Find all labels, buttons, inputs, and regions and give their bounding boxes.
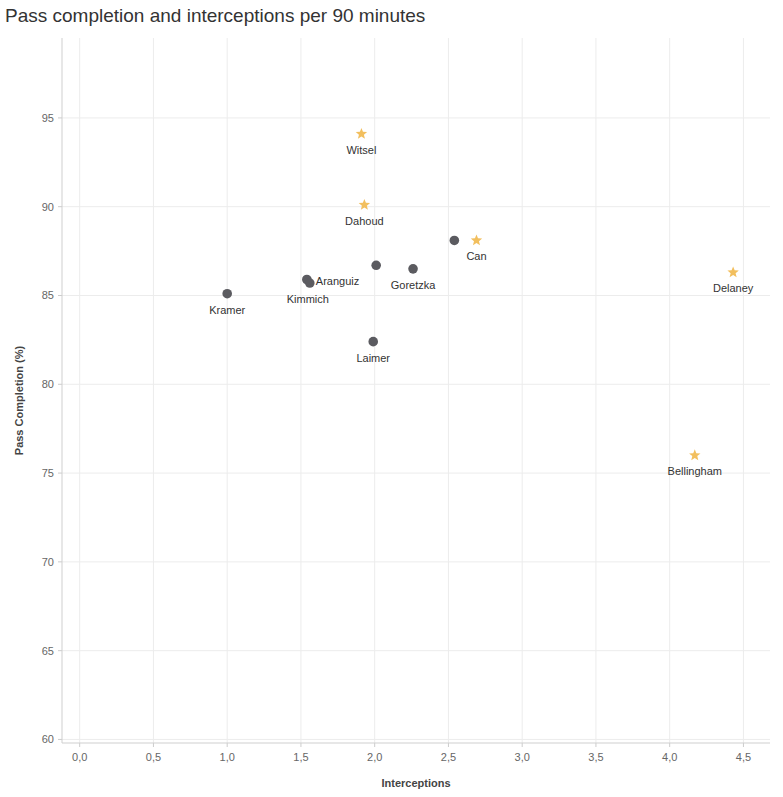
y-tick — [58, 384, 62, 385]
y-tick-label: 60 — [42, 733, 54, 745]
y-tick-label: 85 — [42, 289, 54, 301]
y-grid-line — [62, 473, 770, 474]
y-axis-title: Pass Completion (%) — [13, 345, 25, 455]
point-label: Laimer — [356, 352, 390, 364]
point-label: Kimmich — [287, 293, 329, 305]
y-tick — [58, 473, 62, 474]
x-tick — [522, 743, 523, 747]
y-axis-line — [62, 38, 63, 743]
point-label: Can — [466, 250, 486, 262]
point-labels: Witsel Dahoud Can Delaney Bellingham Kramer Ar… — [209, 144, 754, 477]
y-tick — [58, 206, 62, 207]
x-axis-title: Interceptions — [381, 777, 450, 789]
y-grid-line — [62, 295, 770, 296]
point — [408, 264, 418, 274]
marks — [222, 128, 738, 460]
y-tick-label: 95 — [42, 112, 54, 124]
y-grid-line — [62, 206, 770, 207]
x-tick — [79, 743, 80, 747]
x-tick-label: 4,0 — [662, 751, 677, 763]
x-tick-label: 3,0 — [515, 751, 530, 763]
x-grid-line — [79, 38, 80, 743]
point — [368, 337, 378, 347]
x-tick — [669, 743, 670, 747]
x-tick — [153, 743, 154, 747]
x-tick-label: 0,5 — [146, 751, 161, 763]
point-label: Goretzka — [391, 279, 437, 291]
x-axis-line — [62, 743, 770, 744]
point-label: Delaney — [713, 282, 754, 294]
y-grid-line — [62, 117, 770, 118]
x-grid-line — [669, 38, 670, 743]
y-tick-label: 70 — [42, 556, 54, 568]
point — [689, 449, 700, 460]
point — [359, 199, 370, 210]
y-tick-label: 65 — [42, 645, 54, 657]
x-tick — [300, 743, 301, 747]
y-grid-line — [62, 384, 770, 385]
x-tick — [448, 743, 449, 747]
x-grid-line — [743, 38, 744, 743]
grid — [58, 38, 770, 747]
y-grid-line — [62, 739, 770, 740]
point — [471, 234, 482, 245]
y-tick-label: 90 — [42, 201, 54, 213]
point-label: Kramer — [209, 304, 245, 316]
x-tick — [743, 743, 744, 747]
point-label: Dahoud — [345, 215, 384, 227]
y-tick — [58, 117, 62, 118]
x-grid-line — [300, 38, 301, 743]
x-tick-label: 2,0 — [367, 751, 382, 763]
x-tick — [595, 743, 596, 747]
x-tick-label: 0,0 — [72, 751, 87, 763]
point-label: Aranguiz — [316, 275, 359, 287]
y-grid-line — [62, 561, 770, 562]
point — [371, 261, 381, 271]
x-grid-line — [595, 38, 596, 743]
chart: Pass completion and interceptions per 90… — [0, 0, 783, 797]
x-tick-label: 4,5 — [736, 751, 751, 763]
point-label: Witsel — [346, 144, 376, 156]
x-tick-label: 1,0 — [220, 751, 235, 763]
y-tick — [58, 561, 62, 562]
y-tick — [58, 739, 62, 740]
y-tick — [58, 295, 62, 296]
y-tick — [58, 650, 62, 651]
point — [222, 289, 232, 299]
y-grid-line — [62, 650, 770, 651]
point — [305, 278, 315, 288]
point — [450, 236, 460, 246]
x-tick — [374, 743, 375, 747]
point — [356, 128, 367, 139]
x-grid-line — [227, 38, 228, 743]
y-tick-label: 75 — [42, 467, 54, 479]
x-grid-line — [153, 38, 154, 743]
y-tick-label: 80 — [42, 378, 54, 390]
x-tick-label: 3,5 — [588, 751, 603, 763]
x-grid-line — [448, 38, 449, 743]
x-tick-label: 2,5 — [441, 751, 456, 763]
x-tick — [227, 743, 228, 747]
point — [727, 266, 738, 277]
title: Pass completion and interceptions per 90… — [5, 5, 425, 26]
x-grid-line — [522, 38, 523, 743]
point-label: Bellingham — [668, 465, 722, 477]
x-tick-label: 1,5 — [293, 751, 308, 763]
